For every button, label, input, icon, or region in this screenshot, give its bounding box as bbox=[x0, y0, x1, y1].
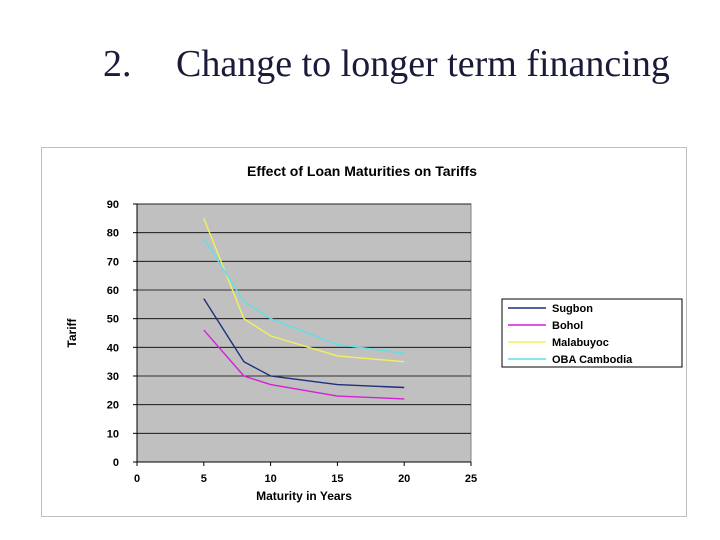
slide-number: 2. bbox=[103, 43, 132, 85]
y-tick-label: 0 bbox=[113, 457, 119, 469]
legend-label-bohol: Bohol bbox=[552, 320, 583, 332]
y-tick-label: 10 bbox=[107, 428, 119, 440]
y-tick-label: 30 bbox=[107, 371, 119, 383]
x-tick-label: 0 bbox=[134, 473, 140, 485]
slide-title: 2. Change to longer term financing bbox=[0, 42, 720, 92]
slide-heading: Change to longer term financing bbox=[176, 43, 670, 85]
legend-label-oba-cambodia: OBA Cambodia bbox=[552, 354, 633, 366]
plot-area bbox=[136, 203, 472, 463]
x-tick-label: 15 bbox=[331, 473, 343, 485]
series-line-malabuyoc bbox=[203, 218, 405, 363]
y-axis-label: Tariff bbox=[65, 317, 79, 347]
x-tick-label: 20 bbox=[398, 473, 410, 485]
y-tick-label: 80 bbox=[107, 228, 119, 240]
x-tick-label: 10 bbox=[264, 473, 276, 485]
y-tick-label: 70 bbox=[107, 256, 119, 268]
x-axis-label: Maturity in Years bbox=[256, 489, 352, 503]
legend-box bbox=[501, 298, 683, 368]
chart-frame: Effect of Loan Maturities on Tariffs Tar… bbox=[41, 147, 687, 517]
y-tick-label: 40 bbox=[107, 342, 119, 354]
series-line-bohol bbox=[203, 329, 405, 400]
series-line-oba-cambodia bbox=[203, 238, 405, 354]
y-tick-label: 20 bbox=[107, 400, 119, 412]
legend-label-sugbon: Sugbon bbox=[552, 303, 593, 315]
legend-label-malabuyoc: Malabuyoc bbox=[552, 337, 609, 349]
x-tick-label: 25 bbox=[465, 473, 477, 485]
y-tick-label: 90 bbox=[107, 199, 119, 211]
y-tick-label: 50 bbox=[107, 314, 119, 326]
y-tick-label: 60 bbox=[107, 285, 119, 297]
x-tick-label: 5 bbox=[201, 473, 207, 485]
chart-title: Effect of Loan Maturities on Tariffs bbox=[247, 163, 477, 179]
line-chart: Effect of Loan Maturities on Tariffs Tar… bbox=[65, 163, 683, 503]
series-line-sugbon bbox=[203, 298, 405, 389]
